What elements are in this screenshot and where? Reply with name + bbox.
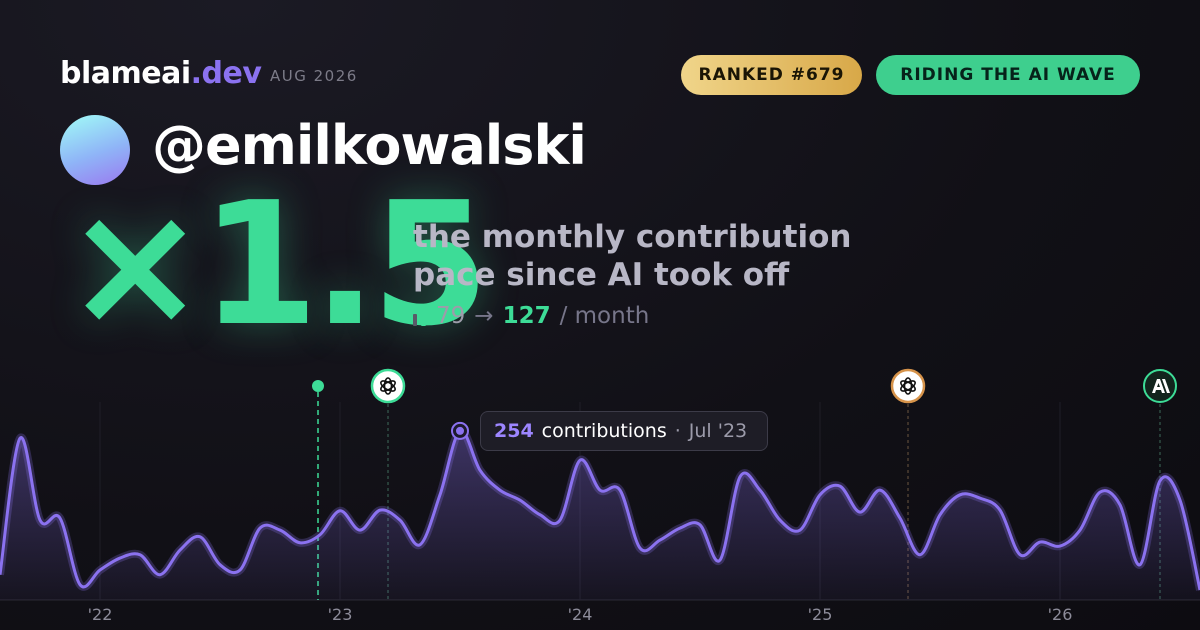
- tooltip-value: 254: [494, 420, 534, 442]
- tooltip-date: Jul '23: [688, 420, 748, 442]
- openai-icon: [890, 368, 926, 404]
- x-tick-label: '25: [808, 605, 833, 624]
- brand: blameai.dev: [60, 56, 262, 91]
- caption: the monthly contribution: [413, 219, 852, 255]
- highlight-point: [456, 426, 464, 435]
- stats-icon: [413, 307, 426, 326]
- brand-tld: .dev: [190, 56, 262, 91]
- brand-name: blameai: [60, 56, 191, 91]
- multiplier: ×1.5: [64, 166, 490, 364]
- x-tick-label: '22: [88, 605, 113, 624]
- arrow: →: [474, 303, 494, 329]
- tooltip: 254 contributions · Jul '23: [480, 411, 768, 451]
- x-tick-label: '24: [568, 605, 593, 624]
- after: 127: [502, 303, 551, 329]
- tooltip-unit: contributions: [541, 420, 667, 442]
- area: [0, 430, 1200, 600]
- status-badge: RIDING THE AI WAVE: [876, 55, 1140, 95]
- handle: @emilkowalski: [152, 114, 587, 177]
- openai-icon: [370, 368, 406, 404]
- tooltip-separator: ·: [674, 420, 681, 442]
- avatar: [60, 115, 130, 185]
- date: AUG 2026: [270, 67, 358, 85]
- stats: 79 → 127 / month: [413, 303, 649, 329]
- unit: / month: [559, 303, 650, 329]
- x-tick-label: '26: [1048, 605, 1073, 624]
- rank-badge: RANKED #679: [681, 55, 862, 95]
- line: [0, 429, 1200, 591]
- before: 79: [436, 303, 466, 329]
- anthropic-icon: [1143, 369, 1177, 403]
- caption: pace since AI took off: [413, 257, 790, 293]
- event-dot: [312, 380, 324, 392]
- x-tick-label: '23: [328, 605, 353, 624]
